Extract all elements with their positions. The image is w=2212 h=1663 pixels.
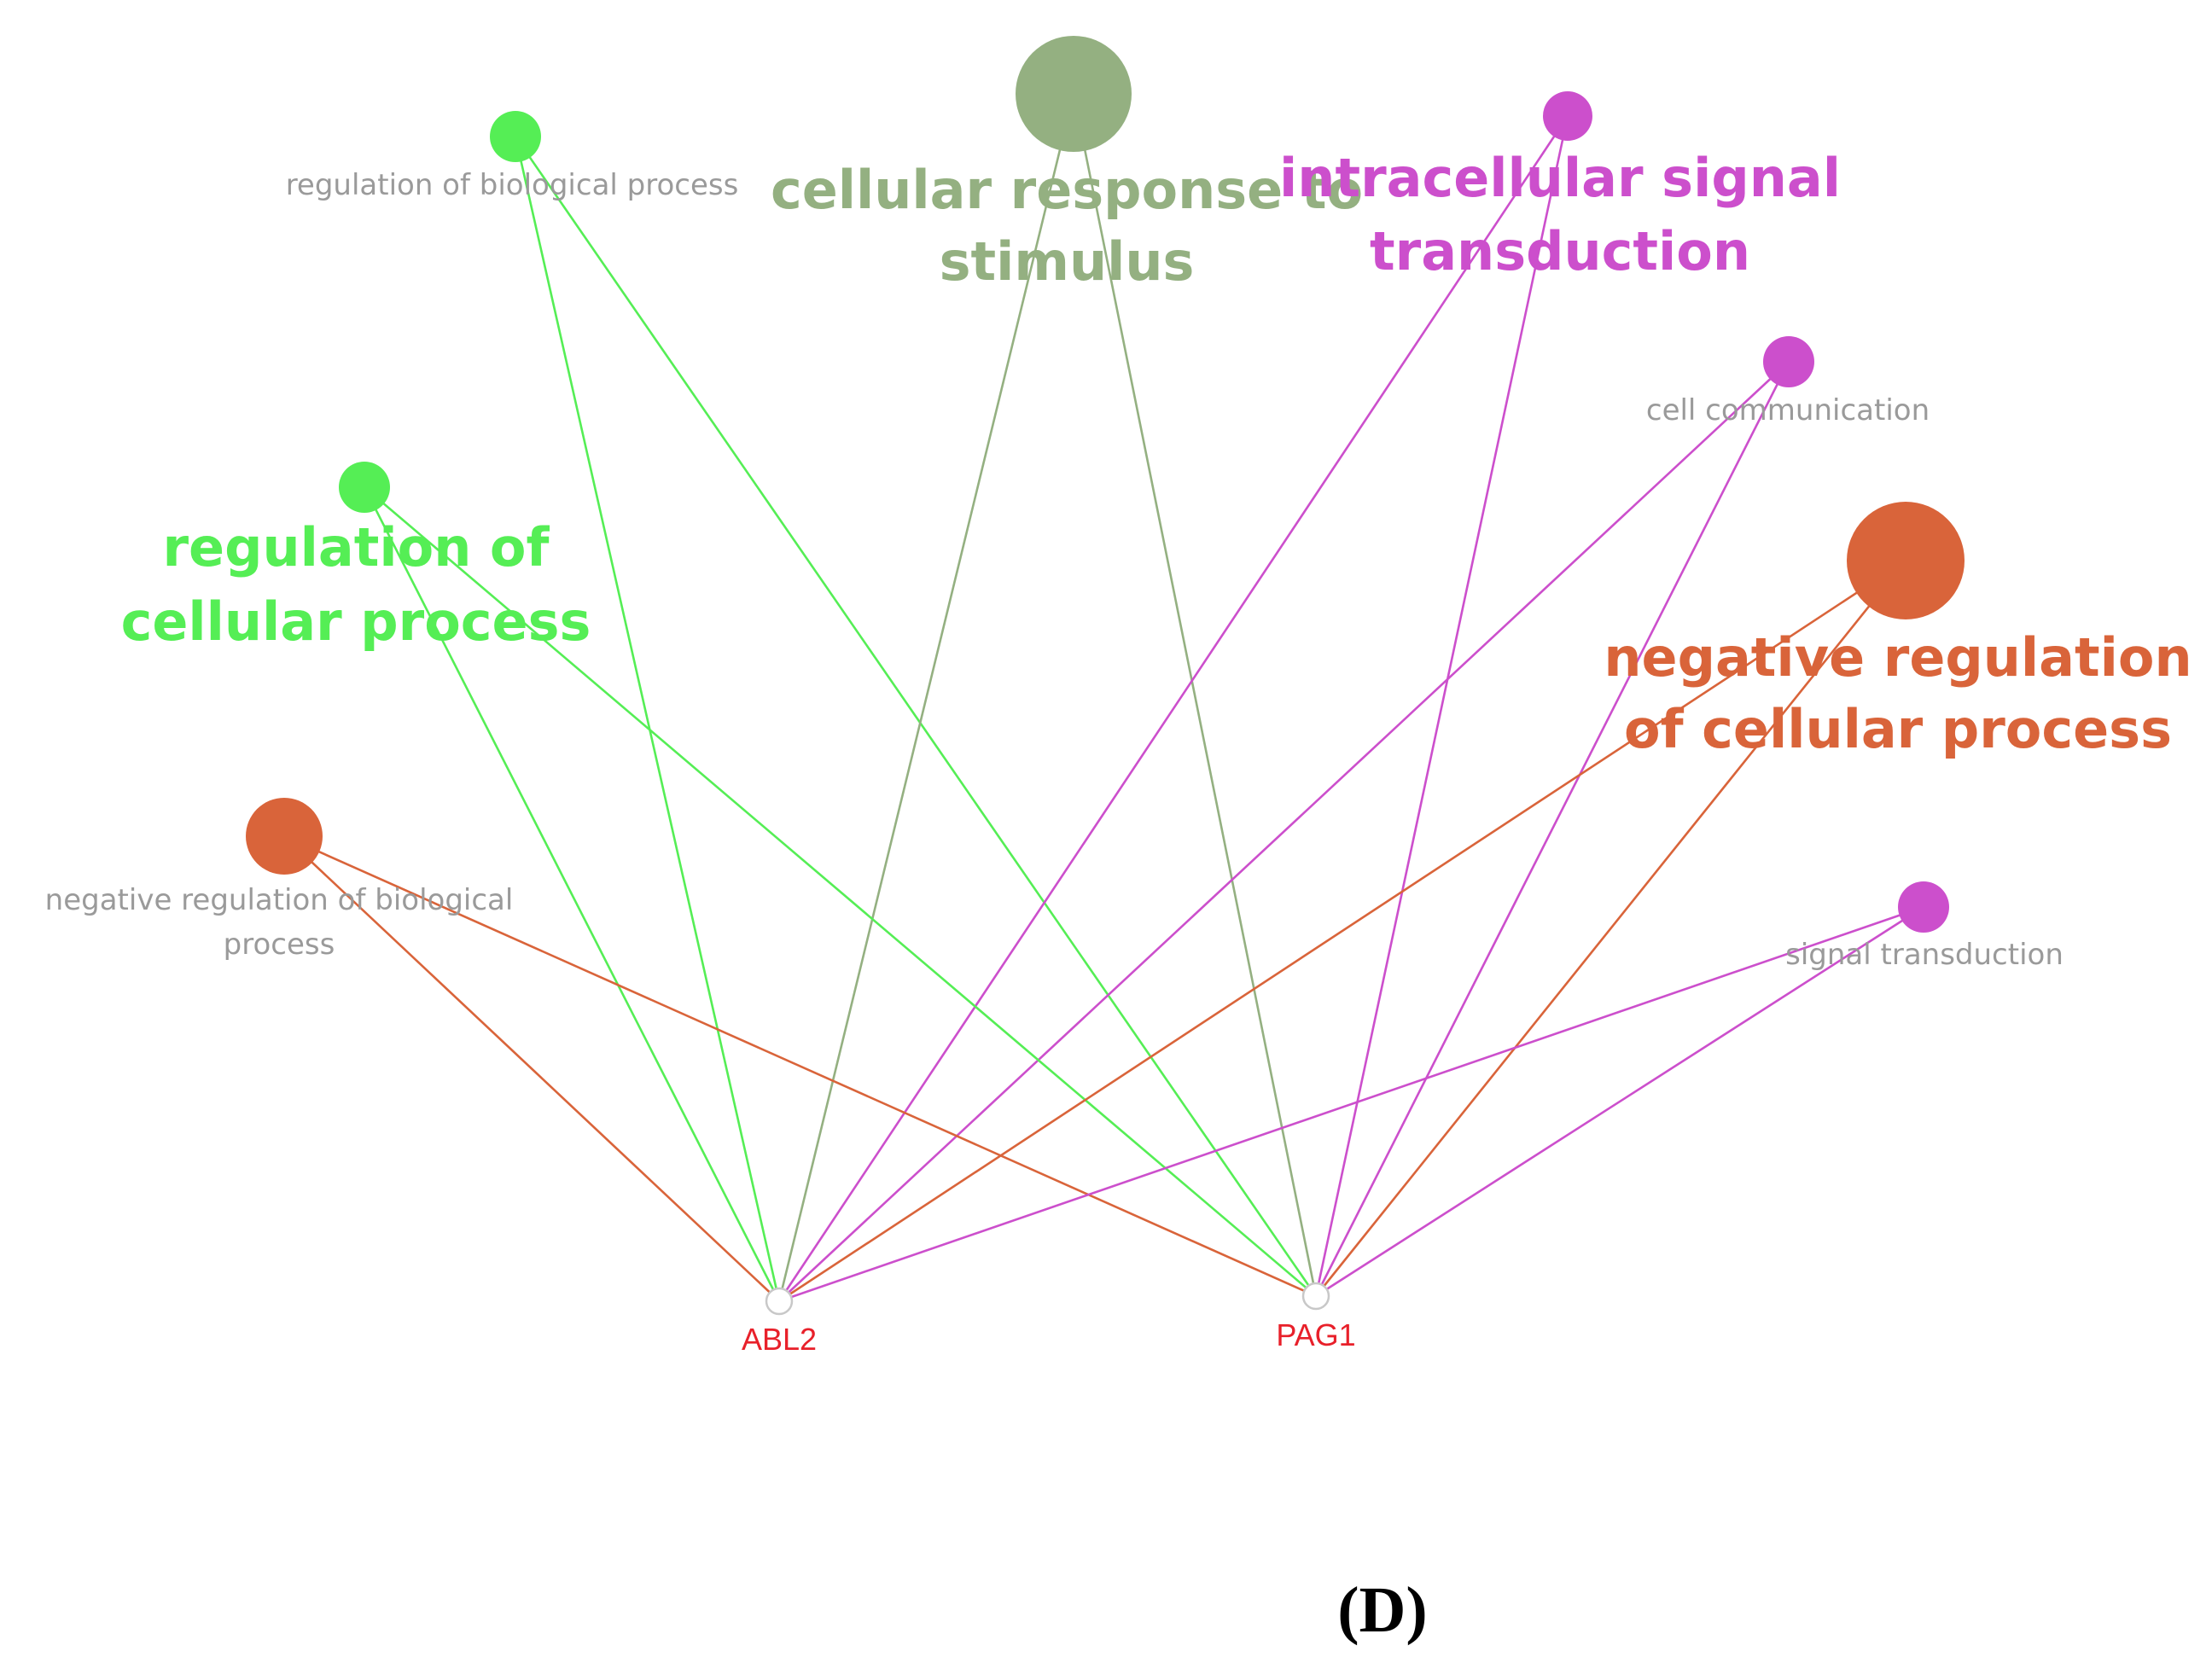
term-label-sig-trans: signal transduction [1785,938,2064,972]
term-node-cell-comm[interactable] [1763,336,1814,387]
term-label-neg-reg-bio-line-1: negative regulation of biological [45,883,514,917]
term-label-reg-bio: regulation of biological process [286,168,739,202]
edge-cell-comm-abl2 [778,361,1790,1302]
term-node-intra-sig[interactable] [1543,91,1592,141]
edge-reg-bio-abl2 [514,136,781,1302]
term-node-reg-bio[interactable] [490,111,541,162]
edge-reg-cell-pag1 [364,486,1317,1297]
edge-neg-reg-bio-pag1 [283,834,1317,1298]
term-label-neg-reg-cell-line-1: negative regulation [1604,626,2192,689]
term-label-reg-cell-line-1: regulation of [162,516,550,579]
edge-neg-reg-cell-abl2 [778,559,1906,1303]
gene-label-abl2: ABL2 [742,1322,817,1357]
term-label-neg-reg-cell-line-2: of cellular process [1624,698,2172,760]
term-node-neg-reg-bio[interactable] [246,798,323,875]
label-layer: ABL2 PAG1 regulation of biological process… [45,147,2192,1357]
node-layer [246,36,1965,1316]
edge-sig-trans-abl2 [778,905,1924,1303]
gene-node-pag1[interactable] [1301,1282,1330,1311]
edge-neg-reg-bio-abl2 [283,835,780,1302]
term-label-neg-reg-bio-line-2: process [224,927,335,962]
term-label-reg-cell-line-2: cellular process [121,590,591,653]
panel-label: (D) [1337,1574,1428,1646]
edge-cell-resp-pag1 [1072,93,1318,1297]
gene-node-abl2[interactable] [765,1287,794,1316]
term-label-cell-comm: cell communication [1646,393,1930,427]
term-node-cell-resp[interactable] [1016,36,1132,152]
edge-cell-comm-pag1 [1314,361,1790,1297]
edge-sig-trans-pag1 [1315,905,1924,1298]
edge-neg-reg-cell-pag1 [1314,560,1907,1297]
gene-label-pag1: PAG1 [1276,1317,1355,1352]
edge-reg-bio-pag1 [514,136,1318,1297]
edge-layer [283,93,1924,1303]
term-node-reg-cell[interactable] [339,462,390,513]
edge-cell-resp-abl2 [777,93,1075,1302]
term-label-intra-sig-line-1: intracellular signal [1279,147,1841,209]
edge-intra-sig-abl2 [777,115,1569,1302]
term-label-cell-resp-line-2: stimulus [940,230,1195,293]
term-label-intra-sig-line-2: transduction [1370,220,1750,282]
term-node-neg-reg-cell[interactable] [1847,502,1965,619]
edge-reg-cell-abl2 [363,486,781,1302]
term-node-sig-trans[interactable] [1898,881,1949,933]
edge-intra-sig-pag1 [1314,115,1569,1297]
term-label-cell-resp-line-1: cellular response to [771,159,1363,221]
